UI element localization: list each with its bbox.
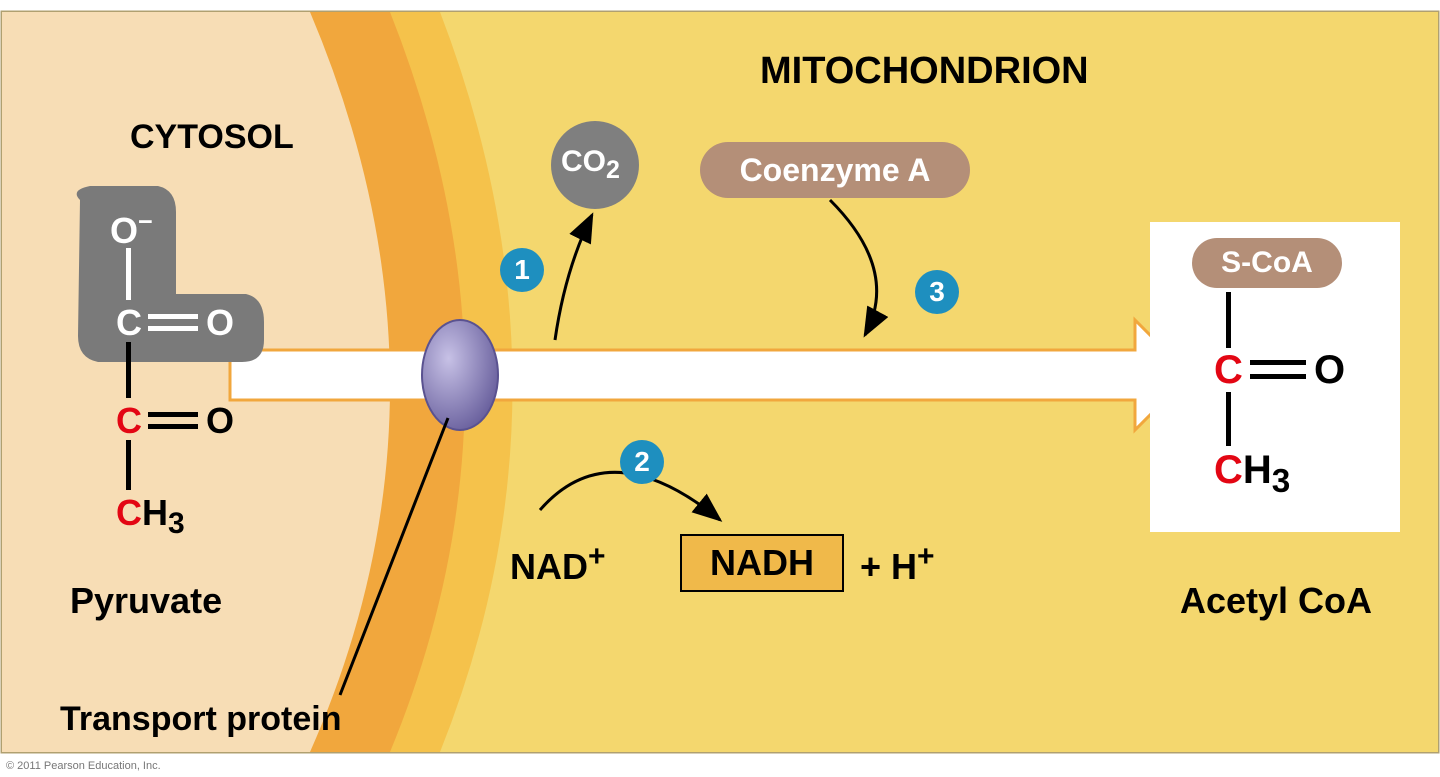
copyright: © 2011 Pearson Education, Inc. xyxy=(6,760,161,772)
pyruvate-title: Pyruvate xyxy=(70,580,222,622)
acetyl-c: C xyxy=(1214,348,1243,393)
transport-protein-label: Transport protein xyxy=(60,700,341,739)
pyruvate-c2: C xyxy=(116,400,142,442)
step3-num: 3 xyxy=(929,276,945,308)
pyruvate-c1-o: O xyxy=(206,302,234,344)
pyr-bond-2 xyxy=(126,342,131,398)
pyr-bond-3 xyxy=(126,440,131,490)
pyr-bond-1 xyxy=(126,248,131,300)
pyr-dbond-1a xyxy=(148,314,198,319)
coenzyme-a-pill: Coenzyme A xyxy=(700,142,970,198)
co2-label: CO2 xyxy=(561,145,620,185)
step2-num: 2 xyxy=(634,446,650,478)
pyruvate-c1: C xyxy=(116,302,142,344)
transport-protein-icon xyxy=(422,320,498,430)
step-badge-1: 1 xyxy=(500,248,544,292)
scoa-text: S-CoA xyxy=(1221,246,1313,280)
mitochondrion-label: MITOCHONDRION xyxy=(760,50,1089,93)
plus-h-label: + H+ xyxy=(860,540,935,588)
acetyl-ch3: CH3 xyxy=(1214,448,1290,501)
nad-plus-label: NAD+ xyxy=(510,540,606,588)
acetyl-coa-title: Acetyl CoA xyxy=(1180,580,1372,622)
step-badge-3: 3 xyxy=(915,270,959,314)
pyr-dbond-2a xyxy=(148,412,198,417)
cytosol-label: CYTOSOL xyxy=(130,118,294,157)
step-badge-2: 2 xyxy=(620,440,664,484)
ac-bond-1 xyxy=(1226,292,1231,348)
diagram-stage: CYTOSOL MITOCHONDRION CO2 Coenzyme A 1 2… xyxy=(0,0,1440,777)
plus-h-text: + H xyxy=(860,546,917,587)
pyruvate-c2-o: O xyxy=(206,400,234,442)
pyruvate-o-minus: O− xyxy=(110,208,153,252)
pyr-dbond-1b xyxy=(148,326,198,331)
ac-bond-2 xyxy=(1226,392,1231,446)
plus-h-sup: + xyxy=(917,540,935,573)
pyruvate-ch3: CH3 xyxy=(116,492,185,541)
pyr-dbond-2b xyxy=(148,424,198,429)
step1-num: 1 xyxy=(514,254,530,286)
ac-dbond-1b xyxy=(1250,374,1306,379)
nad-text: NAD xyxy=(510,546,588,587)
co2-sub: 2 xyxy=(606,156,620,184)
coenzyme-a-text: Coenzyme A xyxy=(740,152,931,189)
co2-text-main: CO xyxy=(561,145,606,178)
acetyl-o: O xyxy=(1314,348,1345,393)
nadh-text: NADH xyxy=(710,542,814,584)
s-coa-pill: S-CoA xyxy=(1192,238,1342,288)
ac-dbond-1a xyxy=(1250,360,1306,365)
nad-sup: + xyxy=(588,540,606,573)
nadh-box: NADH xyxy=(680,534,844,592)
